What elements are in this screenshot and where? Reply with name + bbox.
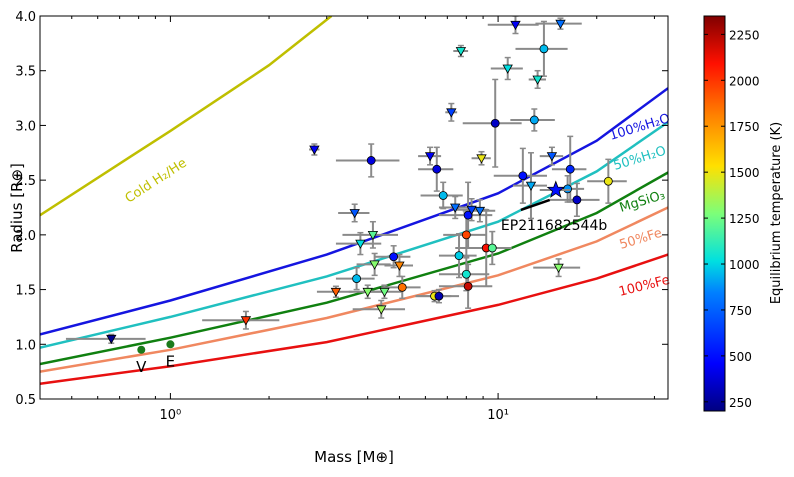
planet-marker — [432, 164, 442, 174]
planet-upper-limit-marker — [424, 152, 436, 162]
planet-marker — [518, 171, 528, 181]
y-tick-label: 1.5 — [15, 284, 36, 299]
planet-markers — [106, 19, 613, 354]
y-tick-label: 3.0 — [15, 119, 36, 134]
annotation-label: EP211682544b — [501, 218, 607, 234]
solar-system-planet — [166, 340, 175, 349]
colorbar-tick-label: 2250 — [729, 28, 760, 42]
planet-upper-limit-marker — [240, 316, 252, 326]
colorbar-title: Equilibrium temperature (K) — [769, 122, 784, 304]
planet-marker — [490, 118, 500, 128]
colorbar-tick-label: 1500 — [729, 166, 760, 180]
planet-upper-limit-marker — [476, 154, 487, 164]
x-axis-title: Mass [M⊕] — [314, 448, 394, 466]
axes: 0.5 1.0 1.5 2.0 2.5 3.0 3.5 4.0 10⁰ 10¹ — [15, 10, 668, 423]
composition-curve — [40, 87, 668, 336]
planet-marker — [572, 195, 582, 205]
planet-marker — [539, 44, 549, 54]
planet-upper-limit-marker — [369, 260, 380, 270]
y-axis-title: Radius [R⊕] — [8, 163, 26, 253]
planet-marker — [434, 291, 444, 301]
planet-upper-limit-marker — [555, 19, 566, 30]
colorbar-tick-label: 1000 — [729, 258, 760, 272]
solar-system-label: E — [166, 352, 175, 370]
planet-upper-limit-marker — [474, 206, 486, 217]
planet-marker — [461, 230, 471, 240]
planet-marker — [487, 243, 497, 253]
planet-upper-limit-marker — [546, 152, 558, 162]
curve-label: 100%Fe — [617, 273, 671, 300]
planet-upper-limit-marker — [362, 287, 373, 298]
planet-marker — [461, 269, 471, 279]
planet-upper-limit-marker — [394, 261, 405, 271]
colorbar-tick-label: 2000 — [729, 74, 760, 88]
planet-marker — [454, 251, 464, 261]
planet-marker — [397, 282, 407, 292]
y-tick-label: 0.5 — [15, 393, 36, 408]
planet-upper-limit-marker — [355, 239, 366, 249]
planet-marker — [603, 176, 613, 186]
colorbar-tick-label: 1750 — [729, 120, 760, 134]
curve-label: Cold H₂/He — [123, 156, 190, 207]
planet-upper-limit-marker — [367, 230, 379, 241]
planet-marker — [463, 281, 473, 291]
y-tick-label: 1.0 — [15, 338, 36, 353]
plot-frame — [39, 15, 669, 400]
planet-upper-limit-marker — [106, 334, 117, 345]
planet-marker — [352, 274, 361, 284]
composition-curve — [40, 171, 668, 366]
composition-curve — [40, 253, 668, 385]
planet-upper-limit-marker — [450, 203, 461, 213]
solar-system-planet — [137, 345, 146, 354]
solar-system-label: V — [136, 358, 147, 376]
composition-curve — [40, 16, 333, 217]
curve-label: 50%Fe — [618, 226, 664, 253]
planet-marker — [389, 252, 399, 262]
planet-upper-limit-marker — [376, 305, 387, 315]
planet-marker — [366, 156, 376, 165]
highlight-planet-star — [546, 180, 565, 198]
planet-marker — [565, 164, 575, 174]
planet-upper-limit-marker — [330, 287, 342, 298]
y-tick-label: 3.5 — [15, 65, 36, 80]
curve-label: 50%H₂O — [612, 144, 668, 174]
planet-upper-limit-marker — [532, 75, 543, 85]
planet-marker — [438, 191, 448, 200]
planet-upper-limit-marker — [553, 263, 564, 274]
colorbar-gradient — [703, 15, 726, 412]
planet-upper-limit-marker — [379, 287, 390, 298]
planet-upper-limit-marker — [525, 181, 537, 191]
planet-upper-limit-marker — [446, 108, 457, 118]
colorbar-tick-label: 1250 — [729, 212, 760, 226]
plot-area — [40, 16, 668, 385]
curve-label: 100%H₂O — [608, 111, 672, 144]
colorbar-tick-label: 500 — [729, 350, 752, 364]
colorbar: 250 500 750 1000 1250 1500 1750 2000 2250 Equili… — [703, 15, 784, 412]
colorbar-ticks: 250 500 750 1000 1250 1500 1750 2000 2250 — [704, 28, 760, 410]
planet-marker — [563, 184, 573, 194]
annotation-arrow — [520, 198, 551, 212]
x-tick-label: 10⁰ — [160, 408, 182, 423]
colorbar-tick-label: 250 — [729, 396, 752, 410]
planet-upper-limit-marker — [510, 20, 521, 31]
composition-curve — [40, 206, 668, 373]
planet-upper-limit-marker — [502, 64, 513, 74]
planet-upper-limit-marker — [309, 145, 320, 155]
y-tick-label: 4.0 — [15, 10, 36, 25]
planet-upper-limit-marker — [455, 47, 467, 57]
planet-marker — [463, 210, 473, 220]
x-tick-label: 10¹ — [487, 408, 509, 423]
planet-upper-limit-marker — [349, 209, 360, 219]
planet-upper-limit-marker — [466, 205, 477, 216]
y-tick-label: 2.0 — [15, 229, 36, 244]
planet-marker — [529, 115, 539, 125]
y-tick-label: 2.5 — [15, 174, 36, 189]
colorbar-tick-label: 750 — [729, 304, 752, 318]
